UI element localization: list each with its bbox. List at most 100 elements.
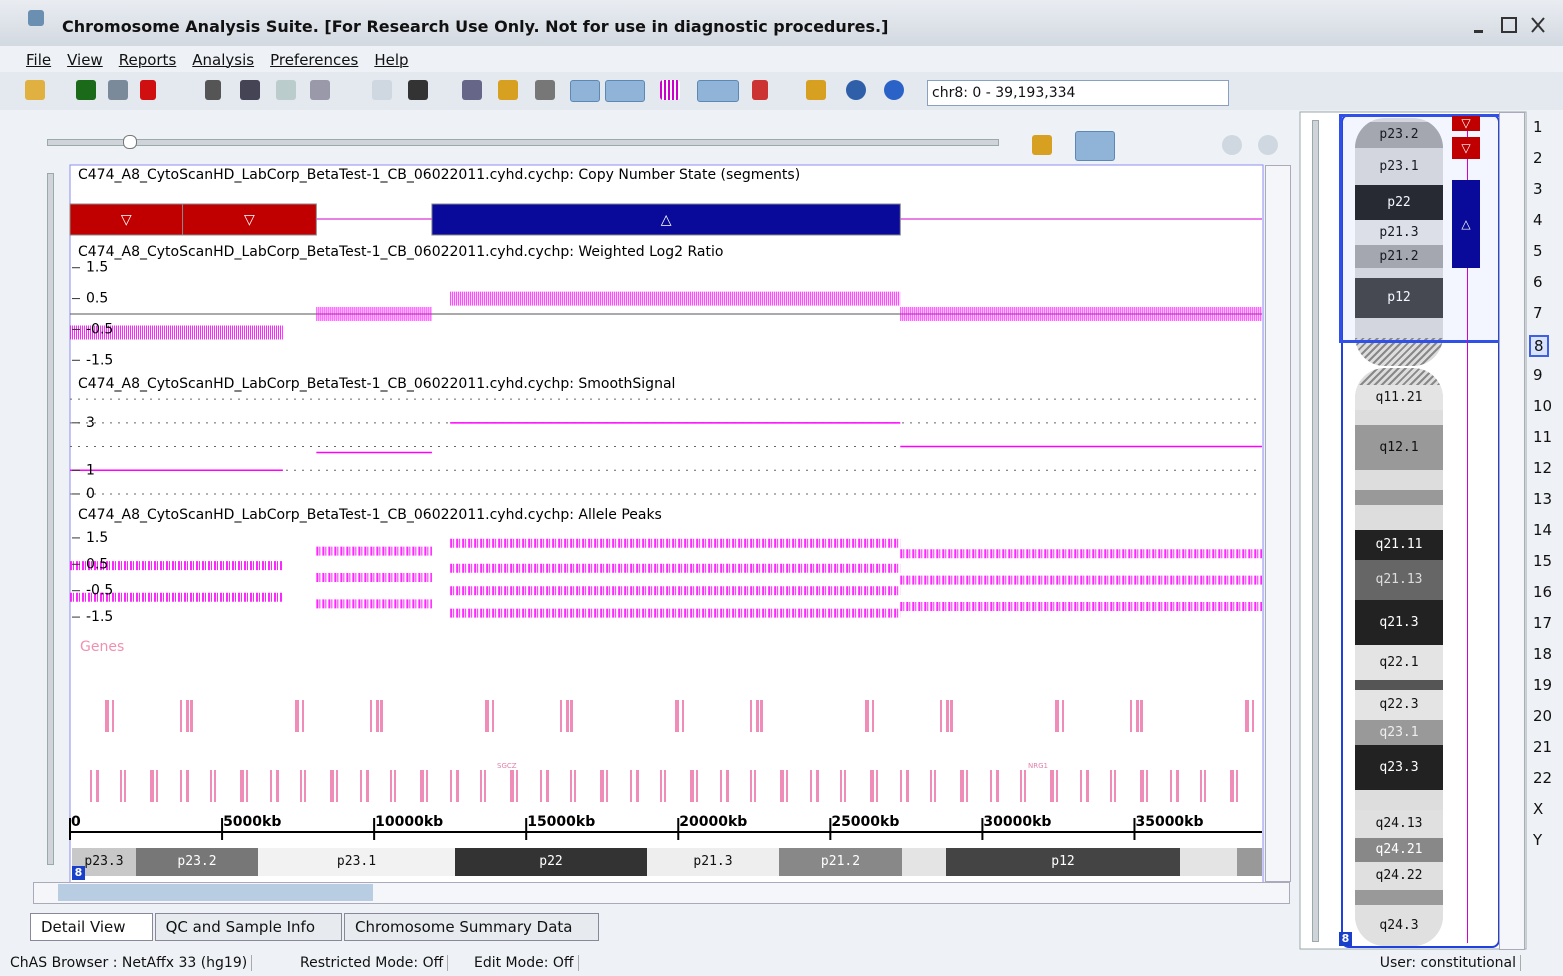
vertical-scrollbar[interactable] (1265, 165, 1291, 882)
export-button[interactable] (806, 80, 826, 100)
chromosome-item[interactable]: 20 (1533, 707, 1552, 725)
chromosome-item[interactable]: 10 (1533, 397, 1552, 415)
edit-button[interactable] (1032, 135, 1052, 155)
y-tick-label: -0.5 (86, 321, 113, 337)
chromosome-item[interactable]: 21 (1533, 738, 1552, 756)
toggle-button[interactable] (697, 80, 739, 102)
chromosome-item[interactable]: 4 (1533, 211, 1543, 229)
menu-item[interactable]: File (26, 51, 51, 69)
plot-canvas: C474_A8_CytoScanHD_LabCorp_BetaTest-1_CB… (0, 0, 1563, 976)
open-button[interactable] (25, 80, 45, 100)
cytoband: p22 (455, 848, 647, 876)
close[interactable] (1532, 18, 1544, 32)
zoom-button[interactable] (372, 80, 392, 100)
tool-button[interactable] (140, 80, 156, 100)
maximize[interactable] (1502, 18, 1516, 32)
window-controls[interactable] (1470, 14, 1550, 38)
find-button[interactable] (408, 80, 428, 100)
slider-thumb[interactable] (123, 135, 137, 149)
scroll-thumb[interactable] (58, 884, 373, 901)
chromosome-item[interactable]: 9 (1533, 366, 1543, 384)
menu-item[interactable]: View (67, 51, 103, 69)
zoom-slider[interactable] (47, 139, 999, 146)
tool-button[interactable] (276, 80, 296, 100)
select-button[interactable] (1075, 131, 1115, 161)
x-tick-label: 35000kb (1135, 814, 1203, 830)
chromosome-item[interactable]: Y (1533, 831, 1542, 849)
y-tick-label: 0.5 (86, 556, 108, 572)
cytoband: p21.3 (647, 848, 779, 876)
y-tick-label: -1.5 (86, 609, 113, 625)
chromosome-item[interactable]: 11 (1533, 428, 1552, 446)
chromosome-item[interactable]: 14 (1533, 521, 1552, 539)
status-item: Restricted Mode: Off (296, 955, 448, 971)
x-tick-label: 10000kb (375, 814, 443, 830)
tab[interactable]: QC and Sample Info (155, 913, 342, 941)
menu-item[interactable]: Preferences (270, 51, 358, 69)
status-item: User: constitutional (1376, 955, 1521, 971)
menu-item[interactable]: Reports (119, 51, 177, 69)
toolbar (0, 72, 1563, 110)
cytoband: p23.1 (258, 848, 455, 876)
track-title: C474_A8_CytoScanHD_LabCorp_BetaTest-1_CB… (78, 244, 723, 260)
band: q23.3 (1355, 745, 1443, 790)
tool-button[interactable] (535, 80, 555, 100)
ideogram-slider[interactable] (1312, 120, 1319, 942)
menu-item[interactable]: Analysis (192, 51, 254, 69)
chromosome-item[interactable]: 13 (1533, 490, 1552, 508)
y-tick-label: 0 (86, 486, 95, 502)
zoom-in-button[interactable] (1258, 135, 1278, 155)
info-button[interactable] (846, 80, 866, 100)
chromosome-item[interactable]: 16 (1533, 583, 1552, 601)
tool-button[interactable] (240, 80, 260, 100)
vertical-slider[interactable] (47, 173, 54, 865)
tool-button[interactable] (310, 80, 330, 100)
tool-button[interactable] (76, 80, 96, 100)
menu-item[interactable]: Help (374, 51, 408, 69)
tool-button[interactable] (462, 80, 482, 100)
x-tick-label: 15000kb (527, 814, 595, 830)
chromosome-item[interactable]: 17 (1533, 614, 1552, 632)
chromosome-item[interactable]: 15 (1533, 552, 1552, 570)
tool-button[interactable] (752, 80, 768, 100)
minimize[interactable] (1474, 30, 1483, 33)
chromosome-item[interactable]: 19 (1533, 676, 1552, 694)
zoom-out-button[interactable] (1222, 135, 1242, 155)
tab[interactable]: Chromosome Summary Data (344, 913, 599, 941)
band (1355, 890, 1443, 905)
chromosome-item[interactable]: 6 (1533, 273, 1543, 291)
track-title: C474_A8_CytoScanHD_LabCorp_BetaTest-1_CB… (78, 507, 662, 523)
window-title: Chromosome Analysis Suite. [For Research… (62, 17, 888, 36)
tab[interactable]: Detail View (30, 913, 153, 941)
cn-symbol: ▽ (121, 212, 132, 228)
chromosome-item[interactable]: 5 (1533, 242, 1543, 260)
chromosome-item[interactable]: 7 (1533, 304, 1543, 322)
tool-button[interactable] (108, 80, 128, 100)
cytoband: p23.2 (136, 848, 258, 876)
help-button[interactable] (884, 80, 904, 100)
ideogram-scrollbar[interactable] (1499, 112, 1525, 950)
chromosome-item[interactable]: 1 (1533, 118, 1543, 136)
band: q24.3 (1355, 905, 1443, 946)
cn-symbol: △ (661, 212, 672, 228)
chromosome-item[interactable]: X (1533, 800, 1543, 818)
tool-button[interactable] (660, 80, 680, 100)
y-tick-label: 1.5 (86, 260, 108, 276)
loss-marker: ▽ (1452, 137, 1480, 159)
chromosome-item[interactable]: 12 (1533, 459, 1552, 477)
chromosome-item[interactable]: 8 (1529, 335, 1549, 357)
toggle-button[interactable] (605, 80, 645, 102)
filter-button[interactable] (205, 80, 221, 100)
location-field[interactable]: chr8: 0 - 39,193,334 (927, 80, 1229, 106)
chromosome-item[interactable]: 2 (1533, 149, 1543, 167)
cytoband (902, 848, 946, 876)
chromosome-item[interactable]: 3 (1533, 180, 1543, 198)
tool-button[interactable] (498, 80, 518, 100)
toggle-button[interactable] (570, 80, 600, 102)
gain-marker: △ (1452, 180, 1480, 268)
x-tick-label: 25000kb (831, 814, 899, 830)
x-tick-label: 30000kb (983, 814, 1051, 830)
chromosome-item[interactable]: 18 (1533, 645, 1552, 663)
status-item: Edit Mode: Off (470, 955, 579, 971)
chromosome-item[interactable]: 22 (1533, 769, 1552, 787)
